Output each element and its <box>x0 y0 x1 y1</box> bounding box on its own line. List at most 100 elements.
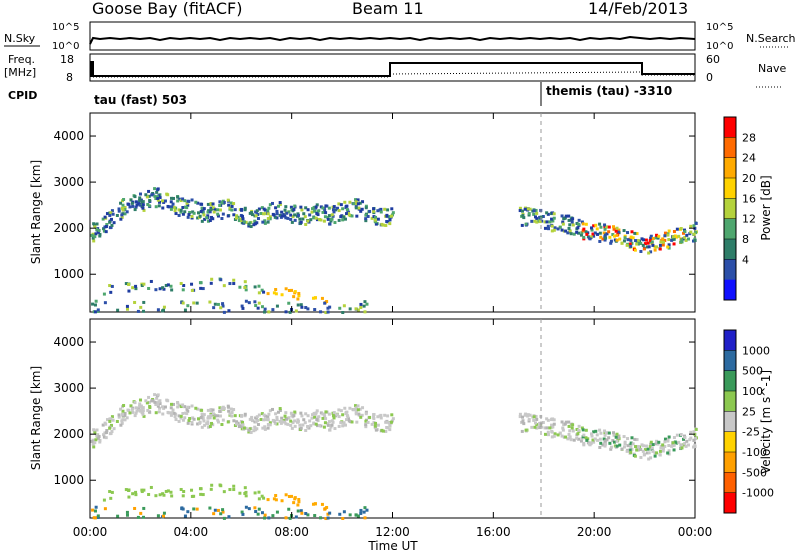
velocity-echo <box>599 431 603 435</box>
power-echo <box>272 291 276 295</box>
velocity-echo <box>177 403 181 407</box>
power-echo <box>125 210 129 214</box>
power-echo <box>347 213 351 217</box>
power-echo <box>650 240 654 244</box>
power-echo <box>186 304 190 308</box>
velocity-echo <box>602 437 606 441</box>
power-echo <box>158 200 162 204</box>
velocity-echo <box>625 449 629 453</box>
velocity-echo <box>284 411 288 415</box>
velocity-echo <box>564 435 568 439</box>
velocity-echo <box>550 430 554 434</box>
cpid-strip: CPID tau (fast) 503 themis (tau) -3310 <box>8 82 672 107</box>
power-echo <box>96 309 100 313</box>
power-colorbar-frame <box>723 116 737 301</box>
power-echo <box>241 306 245 310</box>
velocity-echo <box>589 441 593 445</box>
velocity-echo <box>667 435 671 439</box>
velocity-echo <box>385 420 389 424</box>
velocity-echo <box>95 433 99 437</box>
velocity-echo <box>626 437 630 441</box>
power-echo <box>540 219 544 223</box>
velocity-echo <box>229 407 233 411</box>
velocity-echo <box>150 399 154 403</box>
velocity-echo <box>250 417 254 421</box>
power-echo <box>153 187 157 191</box>
power-echo <box>108 284 112 288</box>
velocity-echo <box>345 418 349 422</box>
power-echo <box>261 220 265 224</box>
power-echo <box>311 296 315 300</box>
velocity-echo <box>221 418 225 422</box>
velocity-echo <box>355 408 359 412</box>
power-echo <box>598 231 602 235</box>
velocity-echo <box>126 408 130 412</box>
velocity-echo <box>267 516 271 520</box>
power-echo <box>626 238 630 242</box>
velocity-echo <box>568 429 572 433</box>
velocity-echo <box>166 399 170 403</box>
velocity-echo <box>127 495 131 499</box>
power-echo <box>154 197 158 201</box>
velocity-echo <box>560 420 564 424</box>
power-echo <box>290 288 294 292</box>
velocity-echo <box>242 426 246 430</box>
velocity-echo <box>693 445 697 449</box>
velocity-echo <box>550 423 554 427</box>
power-echo <box>654 236 658 240</box>
velocity-echo <box>270 407 274 411</box>
velocity-echo <box>558 431 562 435</box>
velocity-echo <box>244 426 248 430</box>
power-echo <box>208 219 212 223</box>
power-echo <box>256 217 260 221</box>
velocity-colorbar-swatch <box>724 492 736 514</box>
power-echo <box>105 212 109 216</box>
velocity-echo <box>109 423 113 427</box>
velocity-echo <box>553 432 557 436</box>
velocity-echo <box>134 411 138 415</box>
velocity-echo <box>276 410 280 414</box>
power-echo <box>552 212 556 216</box>
power-echo <box>607 225 611 229</box>
velocity-echo <box>649 440 653 444</box>
velocity-echo <box>543 432 547 436</box>
power-echo <box>330 213 334 217</box>
velocity-echo <box>232 488 236 492</box>
power-echo <box>572 232 576 236</box>
velocity-echo <box>639 447 643 451</box>
velocity-echo <box>598 428 602 432</box>
velocity-echo <box>682 443 686 447</box>
power-echo <box>591 232 595 236</box>
velocity-echo <box>552 422 556 426</box>
power-echo <box>345 204 349 208</box>
velocity-echo <box>261 426 265 430</box>
velocity-echo <box>299 426 303 430</box>
velocity-panel: Slant Range [km] 1000 2000 3000 4000 <box>29 318 698 521</box>
velocity-echo <box>685 439 689 443</box>
power-echo <box>270 201 274 205</box>
velocity-echo <box>653 454 657 458</box>
velocity-echo <box>658 449 662 453</box>
velocity-echo <box>196 422 200 426</box>
velocity-echo <box>220 407 224 411</box>
velocity-echo <box>364 412 368 416</box>
power-echo <box>112 221 116 225</box>
velocity-echo <box>319 411 323 415</box>
velocity-echo <box>263 425 267 429</box>
velocity-echo <box>302 418 306 422</box>
power-colorbar-label: 20 <box>742 172 756 185</box>
velocity-echo <box>296 419 300 423</box>
velocity-echo <box>569 438 573 442</box>
power-echo <box>332 210 336 214</box>
power-echo <box>117 209 121 213</box>
velocity-echo <box>289 423 293 427</box>
power-echo <box>348 200 352 204</box>
power-echo <box>646 241 650 245</box>
velocity-echo <box>171 408 175 412</box>
velocity-echo <box>96 515 100 519</box>
power-echo <box>134 205 138 209</box>
velocity-echo <box>262 496 266 500</box>
velocity-echo <box>206 425 210 429</box>
power-echo <box>135 203 139 207</box>
power-echo <box>692 232 696 236</box>
